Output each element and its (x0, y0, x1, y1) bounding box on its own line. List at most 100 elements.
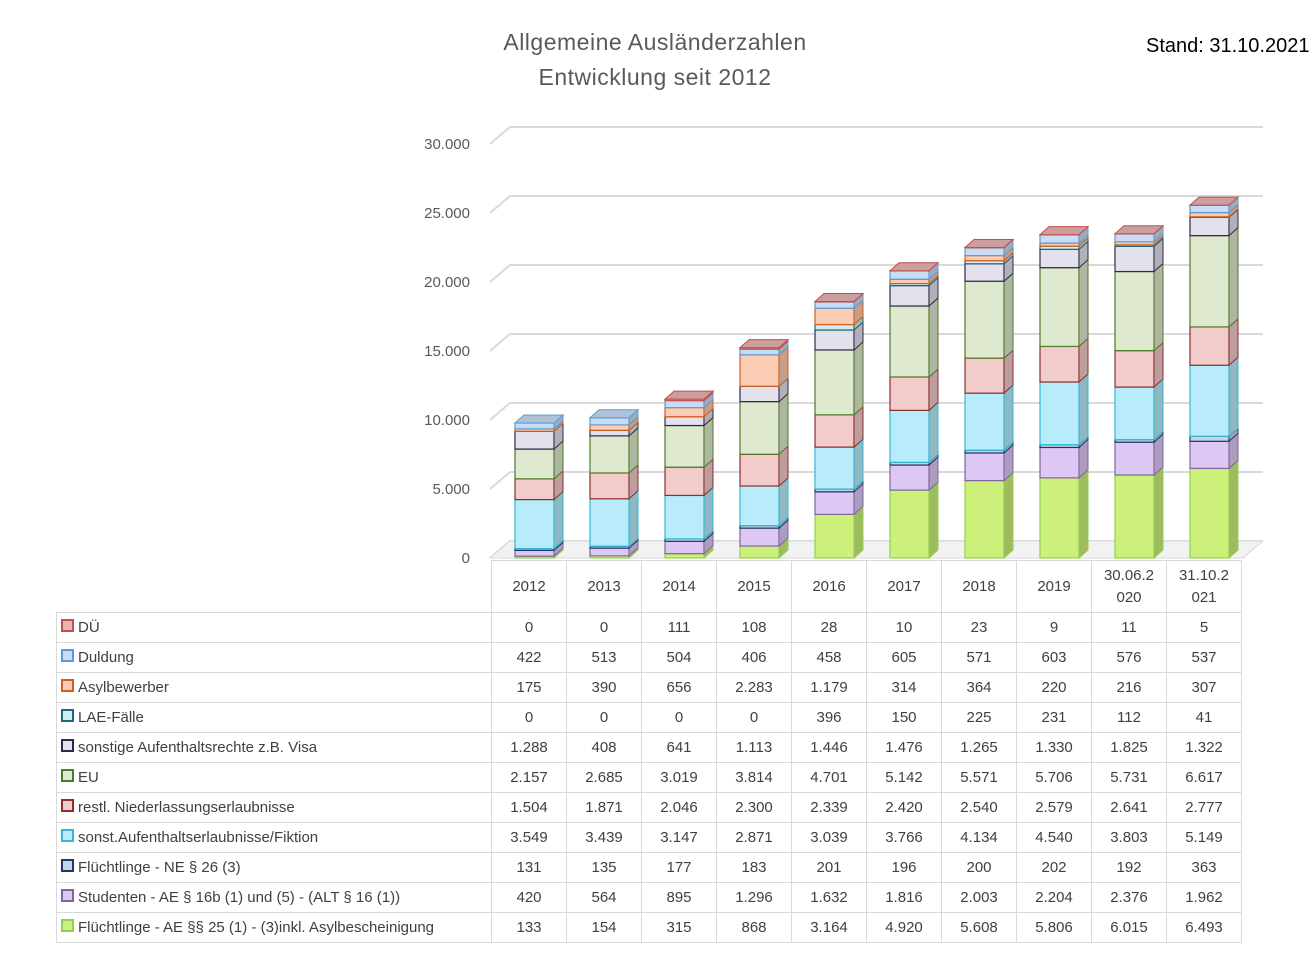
bar-stack (513, 413, 565, 560)
bar-segment-side (1078, 258, 1089, 348)
data-cell: 1.816 (866, 882, 942, 913)
data-cell: 154 (566, 912, 642, 943)
data-cell: 6.493 (1166, 912, 1242, 943)
bar-segment (589, 429, 630, 437)
bar-segment (964, 263, 1005, 282)
data-cell: 2.777 (1166, 792, 1242, 823)
bar-segment-side (1003, 384, 1014, 452)
x-category-label: 30.06.2 020 (1091, 560, 1167, 613)
bar-segment (514, 430, 555, 450)
bar-segment-side (1228, 459, 1239, 560)
series-name: sonstige Aufenthaltsrechte z.B. Visa (78, 739, 318, 756)
bar-segment (814, 323, 855, 331)
data-cell: 133 (491, 912, 567, 943)
data-cell: 1.825 (1091, 732, 1167, 763)
data-cell: 3.766 (866, 822, 942, 853)
data-cell: 2.376 (1091, 882, 1167, 913)
bar-stack (1038, 225, 1090, 560)
legend-key-icon (61, 709, 74, 722)
series-label: sonst.Aufenthaltserlaubnisse/Fiktion (56, 822, 492, 853)
data-cell: 5.706 (1016, 762, 1092, 793)
data-cell: 28 (791, 612, 867, 643)
bar-top (1038, 226, 1090, 236)
data-cell: 111 (641, 612, 717, 643)
data-cell: 5.608 (941, 912, 1017, 943)
data-cell: 6.015 (1091, 912, 1167, 943)
data-cell: 3.019 (641, 762, 717, 793)
bar-segment (814, 446, 855, 490)
table-row: Asylbewerber 175 390 656 2.283 1.179 314 364 220… (56, 672, 1242, 703)
data-cell: 202 (1016, 852, 1092, 883)
data-cell: 9 (1016, 612, 1092, 643)
stand-date: Stand: 31.10.2021 (1146, 35, 1309, 57)
gridline-depth (489, 195, 511, 214)
data-cell: 2.003 (941, 882, 1017, 913)
series-name: EU (78, 769, 99, 786)
data-cell: 396 (791, 702, 867, 733)
data-cell: 177 (641, 852, 717, 883)
data-cell: 564 (566, 882, 642, 913)
bar-segment (664, 407, 705, 418)
bar-segment (1114, 245, 1155, 273)
data-cell: 41 (1166, 702, 1242, 733)
series-label: Asylbewerber (56, 672, 492, 703)
bar-segment (1114, 350, 1155, 388)
data-cell: 2.641 (1091, 792, 1167, 823)
bar-segment (889, 305, 930, 378)
x-category-label-line: 2016 (812, 577, 846, 595)
data-cell: 135 (566, 852, 642, 883)
x-category-label: 2014 (641, 560, 717, 613)
data-cell: 390 (566, 672, 642, 703)
data-cell: 868 (716, 912, 792, 943)
bar-segment (889, 278, 930, 285)
data-cell: 1.330 (1016, 732, 1092, 763)
x-category-label: 2018 (941, 560, 1017, 613)
bar-segment (814, 491, 855, 515)
bar-segment (1039, 248, 1080, 269)
series-name: Flüchtlinge - NE § 26 (3) (78, 859, 241, 876)
gridline-depth (489, 264, 511, 283)
x-category-label-line: 2014 (662, 577, 696, 595)
legend-key-icon (61, 799, 74, 812)
bar-segment (814, 301, 855, 309)
bar-segment (1189, 364, 1230, 437)
bar-segment (514, 498, 555, 550)
data-cell: 196 (866, 852, 942, 883)
bar-segment (664, 400, 705, 409)
data-cell: 0 (491, 612, 567, 643)
y-tick-label: 25.000 (424, 205, 470, 222)
data-cell: 0 (566, 702, 642, 733)
data-cell: 216 (1091, 672, 1167, 703)
bar-segment (1114, 474, 1155, 559)
table-row: restl. Niederlassungserlaubnisse 1.504 1.8… (56, 792, 1242, 823)
data-cell: 2.420 (866, 792, 942, 823)
data-cell: 3.039 (791, 822, 867, 853)
data-cell: 5.142 (866, 762, 942, 793)
data-cell: 571 (941, 642, 1017, 673)
bar-segment (664, 424, 705, 468)
bar-segment-side (928, 401, 939, 464)
data-cell: 1.871 (566, 792, 642, 823)
x-category-label: 31.10.2 021 (1166, 560, 1242, 613)
data-cell: 23 (941, 612, 1017, 643)
bar-segment (589, 498, 630, 547)
bar-segment-side (1078, 468, 1089, 560)
data-cell: 576 (1091, 642, 1167, 673)
bar-segment (1114, 270, 1155, 352)
data-cell: 0 (716, 702, 792, 733)
data-cell: 131 (491, 852, 567, 883)
table-row: DÜ 0 0 111 108 28 10 23 9 11 5 (56, 612, 1242, 643)
data-cell: 2.579 (1016, 792, 1092, 823)
bar-segment (814, 307, 855, 326)
bar-segment-side (553, 490, 564, 550)
bar-segment (514, 549, 555, 557)
y-tick-label: 0 (462, 550, 470, 567)
x-category-label: 2015 (716, 560, 792, 613)
series-name: DÜ (78, 619, 100, 636)
x-category-label: 2016 (791, 560, 867, 613)
legend-key-icon (61, 889, 74, 902)
bar-segment (589, 472, 630, 500)
bar-segment (889, 270, 930, 280)
data-cell: 2.685 (566, 762, 642, 793)
